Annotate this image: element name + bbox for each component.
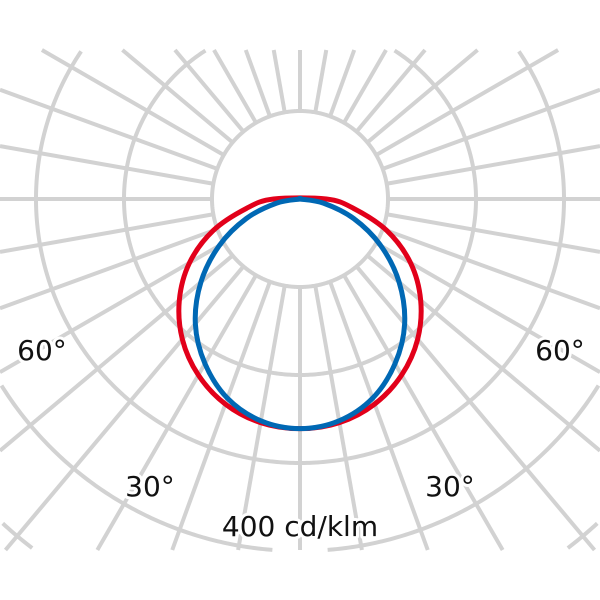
radial-line <box>382 227 600 311</box>
radial-line <box>328 281 430 551</box>
radial-line <box>386 144 600 186</box>
radial-line <box>3 265 245 552</box>
radial-line <box>0 144 214 186</box>
curves <box>176 195 424 432</box>
labels: 60° 30° 30° 60° 400 cd/klm <box>14 331 588 546</box>
angle-label-60-right: 60° <box>535 334 585 367</box>
angle-label-60-left: 60° <box>17 334 67 367</box>
radial-line <box>121 48 234 144</box>
radial-line <box>0 254 234 453</box>
radial-line <box>173 48 245 133</box>
intensity-curve-2 <box>192 195 408 432</box>
ring-300 <box>33 50 567 465</box>
radial-line <box>366 48 479 144</box>
radial-line <box>170 281 272 551</box>
scale-label: 400 cd/klm <box>222 510 378 543</box>
radial-line <box>0 212 214 254</box>
radial-line <box>271 49 287 113</box>
radial-line <box>212 48 258 124</box>
radial-line <box>0 87 218 171</box>
radial-line <box>382 87 600 171</box>
radial-line <box>236 285 287 551</box>
radial-line <box>366 254 600 453</box>
radial-line <box>243 49 272 117</box>
radial-line <box>313 49 329 113</box>
radial-line <box>355 265 597 552</box>
ring-400 <box>0 384 600 552</box>
angle-label-30-right: 30° <box>425 470 475 503</box>
radial-line <box>355 48 427 133</box>
ring-500 <box>1 521 599 550</box>
radial-line <box>313 285 364 551</box>
ring-200 <box>121 48 479 377</box>
radial-line <box>386 212 600 254</box>
angle-label-30-left: 30° <box>125 470 175 503</box>
radial-line <box>342 49 388 124</box>
radial-line <box>0 227 218 311</box>
radial-line <box>328 49 357 117</box>
polar-grid <box>0 48 600 552</box>
